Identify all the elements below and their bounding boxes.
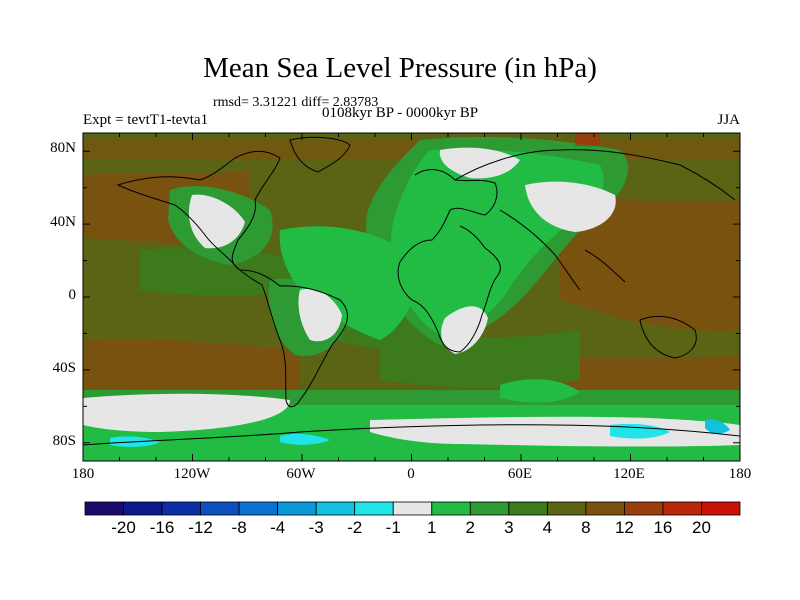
x-tick-60e: 60E — [507, 466, 533, 482]
colorbar-label: 3 — [504, 518, 514, 537]
colorbar-label: -2 — [347, 518, 363, 537]
experiment-label: Expt = tevtT1-tevta1 — [83, 112, 209, 128]
colorbar-swatch — [161, 501, 201, 516]
colorbar-swatch — [546, 501, 587, 516]
coast-africa-europe — [397, 169, 501, 353]
colorbar — [84, 501, 741, 516]
field-light-green-atlantic — [279, 226, 420, 340]
colorbar-label: -12 — [188, 518, 213, 537]
colorbar-label: 1 — [427, 518, 437, 537]
y-tick-0: 0 — [68, 287, 77, 303]
colorbar-label: -16 — [149, 518, 175, 537]
y-tick-80s: 80S — [52, 433, 76, 449]
colorbar-label: -20 — [111, 518, 136, 537]
x-tick-60w: 60W — [286, 466, 316, 482]
x-tick-120w: 120W — [173, 466, 211, 482]
colorbar-label: 12 — [614, 518, 634, 537]
colorbar-swatch — [624, 501, 664, 516]
colorbar-swatch — [469, 501, 510, 516]
field-neutral-antarctica — [370, 416, 740, 447]
colorbar-label: -3 — [308, 518, 324, 537]
field-light-green-indian — [500, 379, 580, 403]
colorbar-label: -1 — [385, 518, 401, 537]
field-band-s-pacific — [83, 338, 300, 404]
colorbar-swatch — [123, 501, 163, 516]
colorbar-swatch — [662, 501, 702, 516]
field-band-w-pacific — [560, 195, 740, 331]
y-tick-40s: 40S — [52, 360, 76, 376]
x-tick-180e: 180 — [728, 466, 752, 482]
season-label: JJA — [717, 112, 740, 128]
field-neutral-africa — [441, 306, 488, 354]
coastlines — [83, 136, 740, 446]
colorbar-swatch — [431, 501, 471, 516]
colorbar-swatch — [277, 501, 317, 516]
colorbar-swatch — [701, 501, 741, 516]
colorbar-swatch — [354, 501, 394, 516]
x-tick-180w: 180 — [71, 466, 95, 482]
colorbar-swatch — [585, 501, 625, 516]
plot-title: Mean Sea Level Pressure (in hPa) — [203, 52, 597, 84]
colorbar-label: 8 — [581, 518, 591, 537]
colorbar-label: 16 — [653, 518, 673, 537]
colorbar-label: 4 — [542, 518, 553, 537]
coast-greenland — [289, 136, 351, 173]
coast-asia — [454, 149, 736, 291]
field-cyan-weddell — [280, 433, 330, 445]
y-tick-80n: 80N — [50, 140, 76, 156]
colorbar-swatch — [238, 501, 279, 516]
colorbar-label: 2 — [465, 518, 476, 537]
map-ticks — [82, 133, 741, 461]
field-olive-south — [380, 330, 580, 388]
field-neutral-namerica — [188, 194, 245, 249]
field-neutral-scandinavia — [439, 147, 520, 179]
field-cyan-east-antarctica — [610, 423, 670, 439]
pressure-field — [83, 133, 740, 461]
colorbar-label: 20 — [692, 518, 711, 537]
colorbar-swatch — [84, 501, 124, 516]
field-neutral-s-pacific — [83, 393, 290, 432]
colorbar-swatch — [315, 501, 356, 516]
colorbar-label: -8 — [231, 518, 247, 537]
field-neutral-samerica — [298, 288, 342, 342]
coast-australia — [639, 315, 697, 359]
x-tick-120e: 120E — [613, 466, 645, 482]
coast-americas — [116, 150, 348, 408]
plot-subtitle: 0108kyr BP - 0000kyr BP — [322, 105, 479, 121]
field-neutral-asia — [525, 181, 616, 232]
colorbar-label: -4 — [270, 518, 286, 537]
colorbar-swatch — [508, 501, 548, 516]
colorbar-swatch — [200, 501, 240, 516]
y-tick-40n: 40N — [50, 214, 76, 230]
stats-line: rmsd= 3.31221 diff= 2.83783 — [213, 95, 379, 110]
field-cyan-east-edge — [705, 419, 730, 434]
field-red-spot — [575, 133, 600, 146]
x-tick-0: 0 — [407, 466, 415, 482]
coast-antarctica — [83, 424, 740, 446]
colorbar-swatch — [392, 501, 433, 516]
